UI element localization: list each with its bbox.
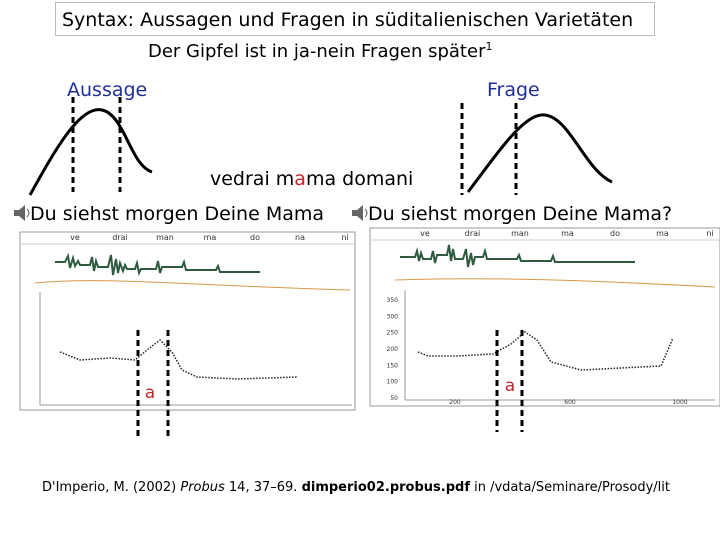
x-tick-label: 200	[449, 399, 461, 406]
syllable-label: na	[295, 233, 305, 242]
question-caption: Du siehst morgen Deine Mama?	[368, 203, 673, 225]
statement-contour	[28, 108, 153, 196]
praat-panel: ve drai man ma do ma ni 350 300 250 200 150 100 50 200…	[369, 227, 720, 407]
syllable-label: man	[511, 229, 529, 238]
example-part: vedrai m	[210, 168, 295, 190]
x-tick-label: 600	[564, 399, 576, 406]
question-label: Frage	[487, 79, 540, 101]
pitch-track	[34, 280, 351, 291]
y-tick-label: 300	[387, 313, 399, 320]
footnote-marker: 1	[485, 40, 493, 53]
y-tick-label: 350	[387, 297, 399, 304]
syllable-label: ma	[561, 229, 574, 238]
panel-frame	[369, 227, 720, 407]
syllable-label: do	[610, 229, 620, 238]
y-tick-label: 200	[387, 346, 399, 353]
syllable-label: ma	[204, 233, 217, 242]
syllable-label: ni	[706, 229, 713, 238]
citation-details: 14, 37–69.	[224, 480, 302, 495]
example-part: ma domani	[305, 168, 414, 190]
question-contour	[466, 113, 613, 193]
syllable-label: drai	[112, 233, 128, 242]
f0-contour	[59, 339, 298, 380]
citation-file: dimperio02.probus.pdf	[301, 480, 470, 495]
citation-path: in /vdata/Seminare/Prosody/lit	[469, 480, 670, 495]
praat-panel: ve drai man ma do na ni	[19, 231, 356, 411]
waveform	[55, 252, 260, 277]
citation-journal: Probus	[180, 480, 225, 495]
syllable-label: drai	[465, 229, 481, 238]
slide-subtitle: Der Gipfel ist in ja-nein Fragen später1	[148, 40, 492, 62]
syllable-label: ma	[656, 229, 669, 238]
syllable-label: ni	[341, 233, 348, 242]
subtitle-text: Der Gipfel ist in ja-nein Fragen später	[148, 41, 486, 62]
citation-author: D'Imperio, M. (2002)	[42, 480, 181, 495]
example-sentence: vedrai mama domani	[210, 168, 413, 190]
y-tick-label: 100	[387, 379, 399, 386]
waveform	[400, 244, 635, 268]
slide-title: Syntax: Aussagen und Fragen in süditalie…	[55, 2, 655, 36]
y-tick-label: 150	[387, 362, 399, 369]
vowel-marker: a	[145, 383, 155, 403]
y-tick-label: 50	[390, 395, 398, 402]
pitch-track	[394, 278, 716, 288]
panel-frame	[19, 231, 356, 411]
syllable-label: ve	[70, 233, 80, 242]
syllable-label: do	[250, 233, 260, 242]
statement-label: Aussage	[67, 79, 148, 101]
syllable-label: man	[156, 233, 174, 242]
example-stressed-vowel: a	[294, 168, 306, 190]
vowel-marker: a	[505, 376, 515, 396]
syllable-label: ve	[420, 229, 430, 238]
citation: D'Imperio, M. (2002) Probus 14, 37–69. d…	[42, 480, 670, 495]
x-tick-label: 1000	[672, 399, 687, 406]
y-tick-label: 250	[387, 330, 399, 337]
statement-caption: Du siehst morgen Deine Mama	[30, 203, 325, 225]
speaker-icon[interactable]	[352, 205, 368, 221]
speaker-icon[interactable]	[14, 205, 30, 221]
